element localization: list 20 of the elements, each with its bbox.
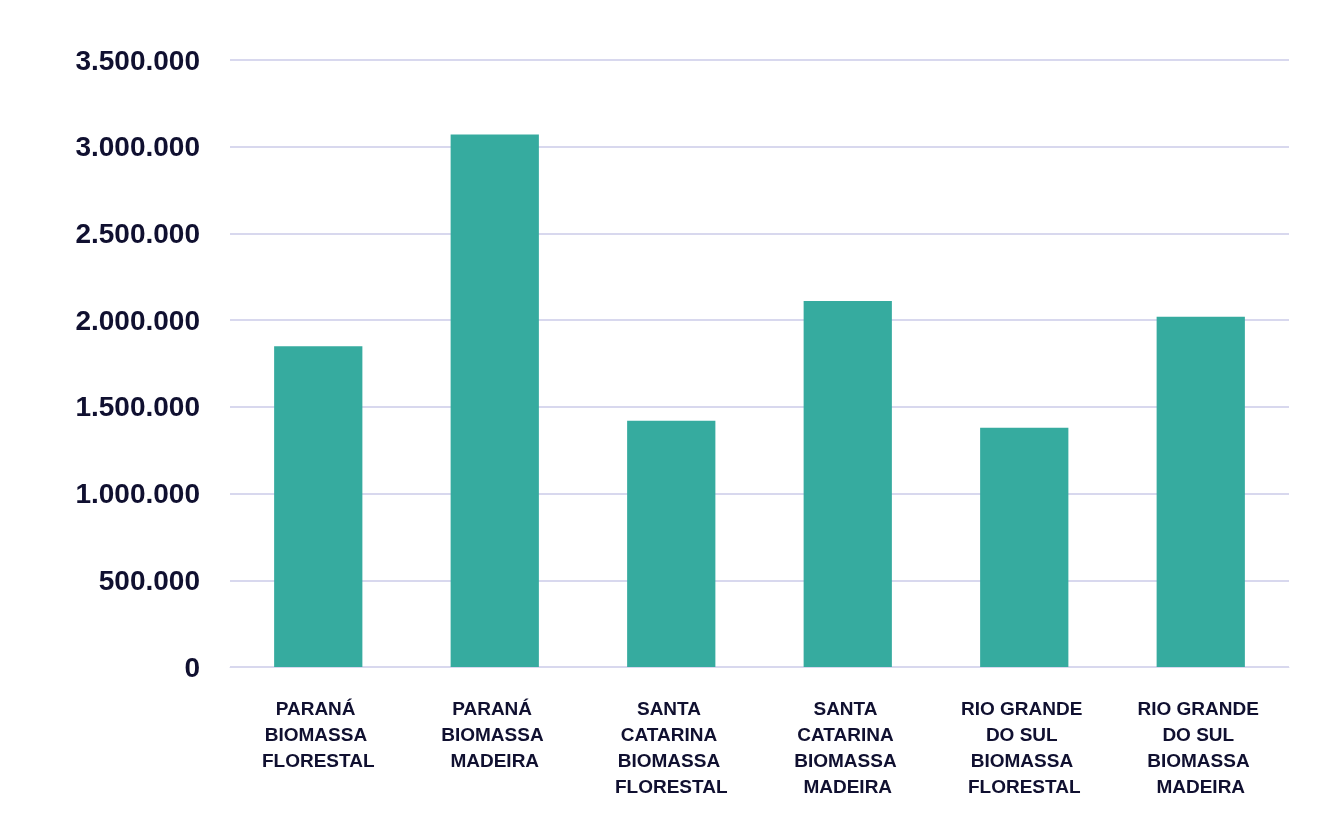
y-tick-label: 2.500.000 — [75, 217, 200, 249]
y-tick-label: 2.000.000 — [75, 304, 200, 336]
x-tick-label: RIO GRANDE DO SUL BIOMASSA MADEIRA — [1137, 697, 1265, 797]
x-tick-label: PARANÁ BIOMASSA FLORESTAL — [261, 697, 375, 771]
x-tick-label: SANTA CATARINA BIOMASSA MADEIRA — [794, 697, 902, 797]
y-tick-label: 500.000 — [98, 564, 200, 596]
bar — [627, 420, 716, 667]
y-tick-label: 3.500.000 — [75, 44, 200, 76]
y-tick-label: 1.000.000 — [75, 478, 200, 510]
x-tick-label: RIO GRANDE DO SUL BIOMASSA FLORESTAL — [960, 697, 1088, 797]
bar — [450, 134, 539, 667]
y-tick-label: 1.500.000 — [75, 391, 200, 423]
bar — [274, 346, 363, 667]
y-tick-label: 0 — [184, 651, 200, 683]
x-tick-label: SANTA CATARINA BIOMASSA FLORESTAL — [614, 697, 728, 797]
x-tick-label: PARANÁ BIOMASSA MADEIRA — [441, 697, 549, 771]
bar — [803, 301, 892, 667]
bar — [980, 427, 1069, 667]
y-tick-label: 3.000.000 — [75, 131, 200, 163]
bar — [1156, 316, 1245, 667]
